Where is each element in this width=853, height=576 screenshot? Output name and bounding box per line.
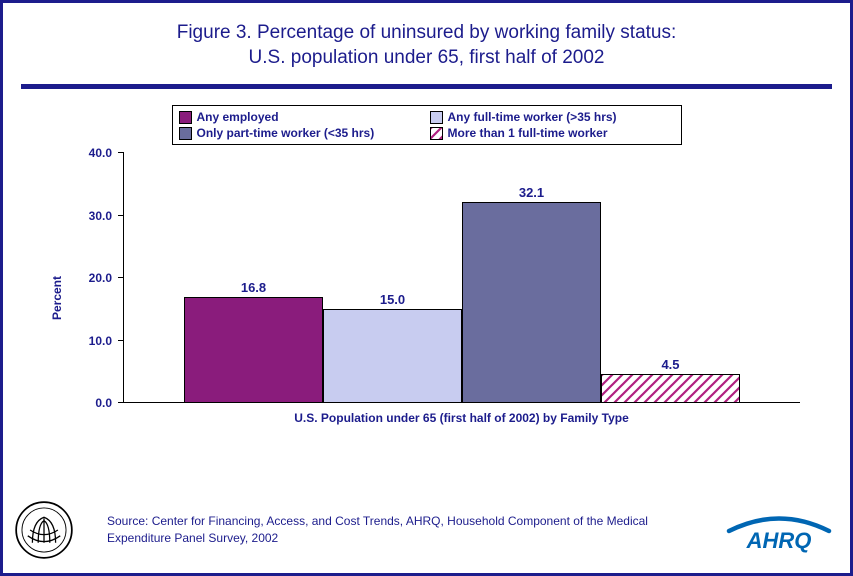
y-tick-label: 30.0 bbox=[89, 209, 112, 223]
ahrq-logo-text: AHRQ bbox=[746, 528, 812, 553]
legend-label: Only part-time worker (<35 hrs) bbox=[197, 126, 375, 140]
bar-group: 4.5 bbox=[601, 153, 740, 402]
legend-label: Any employed bbox=[197, 110, 279, 124]
bar bbox=[601, 374, 740, 402]
legend-swatch-icon bbox=[430, 111, 443, 124]
figure-frame: Figure 3. Percentage of uninsured by wor… bbox=[0, 0, 853, 576]
plot-region: 16.8 15.0 32.1 4.5 bbox=[123, 153, 800, 403]
legend-item: More than 1 full-time worker bbox=[430, 126, 675, 140]
chart-area: Percent 0.010.020.030.040.0 16.815.032.1… bbox=[43, 153, 810, 443]
x-axis-label: U.S. Population under 65 (first half of … bbox=[123, 411, 800, 425]
ahrq-logo-icon: AHRQ bbox=[724, 513, 834, 555]
legend-label: Any full-time worker (>35 hrs) bbox=[448, 110, 617, 124]
bar bbox=[462, 202, 601, 403]
bars-container: 16.8 15.0 32.1 4.5 bbox=[124, 153, 800, 402]
hhs-seal-icon bbox=[15, 501, 73, 559]
source-citation: Source: Center for Financing, Access, an… bbox=[107, 513, 708, 547]
legend-item: Any full-time worker (>35 hrs) bbox=[430, 110, 675, 124]
title-line-1: Figure 3. Percentage of uninsured by wor… bbox=[43, 21, 810, 46]
bar-group: 16.8 bbox=[184, 153, 323, 402]
figure-title: Figure 3. Percentage of uninsured by wor… bbox=[3, 3, 850, 84]
bar-group: 32.1 bbox=[462, 153, 601, 402]
y-axis-label: Percent bbox=[50, 276, 64, 320]
bar-value-label: 16.8 bbox=[241, 280, 266, 295]
legend-item: Any employed bbox=[179, 110, 424, 124]
y-axis-ticks: 0.010.020.030.040.0 bbox=[73, 153, 118, 403]
legend-label: More than 1 full-time worker bbox=[448, 126, 608, 140]
y-tick-label: 10.0 bbox=[89, 334, 112, 348]
bar-group: 15.0 bbox=[323, 153, 462, 402]
y-tick-label: 20.0 bbox=[89, 271, 112, 285]
bar-value-label: 15.0 bbox=[380, 292, 405, 307]
chart-legend: Any employed Any full-time worker (>35 hr… bbox=[172, 105, 682, 145]
y-tick-label: 0.0 bbox=[95, 396, 112, 410]
figure-footer: Source: Center for Financing, Access, an… bbox=[15, 497, 838, 563]
legend-swatch-icon bbox=[179, 111, 192, 124]
legend-item: Only part-time worker (<35 hrs) bbox=[179, 126, 424, 140]
bar bbox=[184, 297, 323, 402]
legend-swatch-icon bbox=[430, 127, 443, 140]
bar bbox=[323, 309, 462, 403]
title-divider bbox=[21, 84, 832, 89]
legend-swatch-icon bbox=[179, 127, 192, 140]
title-line-2: U.S. population under 65, first half of … bbox=[43, 46, 810, 71]
bar-value-label: 32.1 bbox=[519, 185, 544, 200]
y-tick-label: 40.0 bbox=[89, 146, 112, 160]
bar-value-label: 4.5 bbox=[661, 357, 679, 372]
